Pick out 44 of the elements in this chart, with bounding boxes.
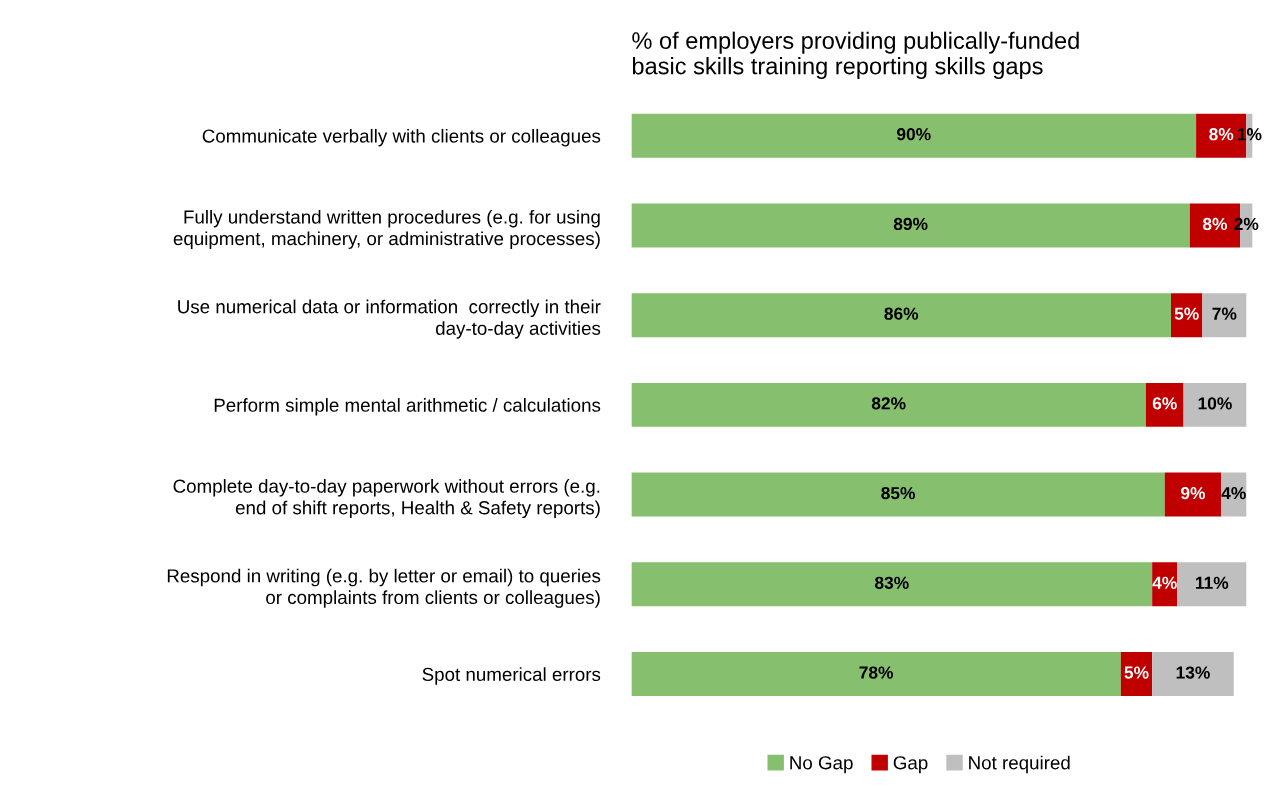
data-label: 10%	[1198, 397, 1232, 410]
data-label: 5%	[1124, 666, 1149, 679]
bar	[1183, 382, 1247, 427]
y-tick-label: Communicate verbally with clients or colleagues	[202, 128, 601, 147]
data-label: 8%	[1202, 217, 1228, 231]
data-label: 8%	[1209, 128, 1234, 141]
data-label: 6%	[1152, 397, 1177, 410]
data-label: 11%	[1195, 576, 1229, 589]
data-label: 4%	[1221, 487, 1246, 500]
bar	[1202, 293, 1247, 338]
data-label: 4%	[1152, 576, 1177, 589]
data-label: 85%	[881, 486, 915, 500]
data-label: 13%	[1176, 666, 1210, 679]
data-label: 86%	[884, 307, 919, 320]
data-label: 89%	[893, 217, 928, 231]
bar	[631, 652, 1121, 697]
bar	[1120, 652, 1153, 697]
bar	[1145, 382, 1184, 427]
data-label: 83%	[874, 576, 909, 589]
y-tick-label: Spot numerical errors	[422, 667, 601, 685]
bar	[1164, 472, 1222, 517]
data-label: 5%	[1174, 307, 1199, 320]
y-tick-label: Respond in writing (e.g. by letter or email) to queries or complaints from clients or colleagues)	[167, 568, 601, 608]
chart-title: % of employers providing publically-funded basic skills training reporting skills gaps	[632, 31, 1079, 80]
bar	[1177, 562, 1247, 607]
bar	[1152, 652, 1234, 697]
legend-label: Not required	[969, 755, 1070, 774]
y-tick-label: Complete day-to-day paperwork without errors (e.g. end of shift reports, Health & Safety reports)	[173, 479, 600, 519]
bar	[631, 203, 1190, 248]
y-tick-label: Perform simple mental arithmetic / calculations	[214, 398, 601, 416]
bar	[631, 113, 1197, 158]
data-label: 7%	[1212, 307, 1237, 320]
bar	[631, 562, 1153, 607]
data-label: 82%	[871, 397, 906, 410]
bar	[631, 472, 1165, 517]
data-label: 9%	[1181, 486, 1206, 500]
data-label: 90%	[896, 128, 931, 141]
bar	[631, 293, 1171, 338]
legend-label: Gap	[893, 756, 928, 774]
y-tick-label: Fully understand written procedures (e.g. for using equipment, machinery, or administrative processes)	[173, 209, 600, 249]
bar	[631, 382, 1146, 427]
data-label: 78%	[859, 666, 894, 679]
y-tick-label: Use numerical data or information correctly in their day-to-day activities	[178, 299, 601, 339]
legend-label: No Gap	[790, 756, 853, 774]
